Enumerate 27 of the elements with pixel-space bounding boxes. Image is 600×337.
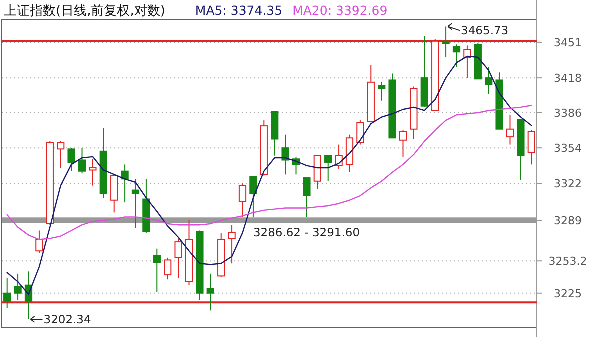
candlestick: [132, 178, 140, 229]
candlestick: [260, 120, 268, 176]
candlestick: [206, 273, 214, 312]
y-tick-label: 3253.2: [548, 255, 588, 268]
candlestick: [464, 45, 472, 79]
y-tick-label: 3386: [554, 106, 582, 120]
candlestick: [4, 278, 12, 309]
candlestick: [442, 26, 450, 58]
text: MA20: 3392.69: [292, 3, 388, 18]
candlestick: [506, 114, 514, 146]
y-tick-label: 3418: [554, 72, 582, 86]
y-tick-label: 3289: [554, 214, 582, 228]
y-tick-label: 3322: [554, 178, 582, 191]
band-label: 3286.62 - 3291.60: [253, 225, 360, 240]
candlestick: [89, 158, 97, 186]
candlestick: [228, 224, 236, 264]
chart-title: 上证指数(日线,前复权,对数): [4, 4, 166, 19]
candlestick: [485, 66, 493, 95]
y-tick-label: 3225: [554, 287, 582, 300]
candlestick: [121, 164, 129, 204]
y-tick-label: 3354: [554, 142, 582, 156]
y-tick-label: 3451: [554, 36, 582, 50]
annotation: 3202.34: [44, 312, 92, 326]
annotation: 3465.73: [461, 24, 509, 38]
candlestick: [282, 134, 290, 176]
candlestick: [14, 273, 22, 301]
text: MA5: 3374.35: [195, 3, 283, 18]
